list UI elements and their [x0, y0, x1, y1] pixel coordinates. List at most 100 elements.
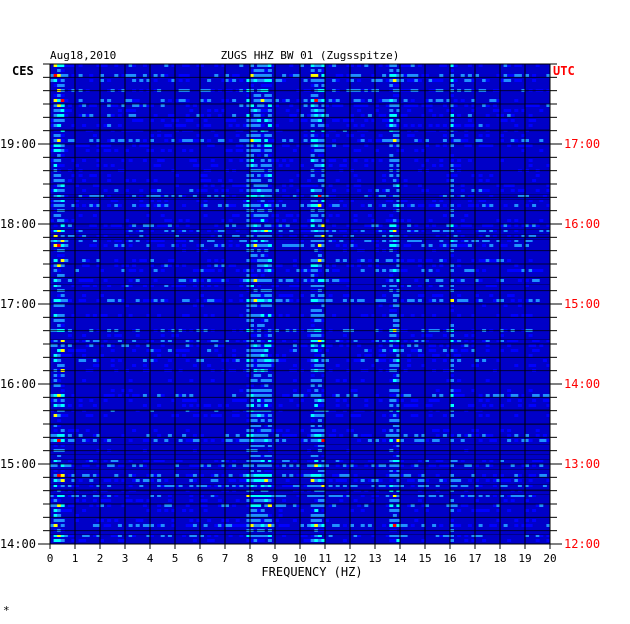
spectral-cell	[321, 214, 326, 217]
spectral-cell	[514, 349, 519, 352]
spectral-cell	[253, 389, 258, 392]
spectral-cell	[164, 364, 169, 367]
spectral-cell	[164, 484, 169, 487]
spectral-cell	[232, 349, 237, 352]
spectral-cell	[260, 199, 265, 202]
spectral-cell	[200, 484, 204, 487]
spectral-cell	[53, 319, 58, 322]
spectral-cell	[96, 204, 101, 207]
spectral-cell	[135, 139, 140, 142]
spectral-cell	[432, 114, 437, 117]
spectral-cell	[514, 109, 519, 112]
spectral-cell	[478, 509, 483, 512]
spectral-cell	[328, 99, 333, 102]
spectral-cell	[346, 124, 351, 127]
spectral-cell	[314, 134, 319, 137]
spectral-cell	[60, 139, 65, 142]
spectral-cell	[396, 349, 401, 352]
spectral-cell	[528, 344, 533, 347]
spectral-cell	[396, 269, 401, 272]
spectral-cell	[207, 464, 212, 467]
spectral-cell	[346, 339, 351, 342]
spectral-cell	[350, 464, 354, 467]
spectral-cell	[321, 244, 326, 247]
spectral-cell	[314, 399, 319, 402]
spectral-cell	[107, 284, 112, 287]
spectral-cell	[103, 414, 108, 417]
spectral-cell	[503, 244, 508, 247]
spectral-cell	[457, 339, 462, 342]
spectral-cell	[250, 64, 254, 67]
spectral-cell	[357, 79, 362, 82]
spectral-cell	[271, 314, 276, 317]
spectral-cell	[67, 439, 72, 442]
spectral-cell	[314, 184, 319, 187]
spectral-cell	[71, 174, 76, 177]
spectral-cell	[450, 464, 454, 467]
spectral-cell	[403, 394, 408, 397]
spectral-cell	[92, 364, 97, 367]
spectral-cell	[317, 339, 322, 342]
spectral-cell	[257, 344, 262, 347]
spectral-cell	[521, 109, 526, 112]
spectral-cell	[389, 164, 394, 167]
spectral-cell	[60, 509, 65, 512]
spectral-cell	[142, 204, 147, 207]
spectral-cell	[510, 74, 515, 77]
spectral-cell	[546, 524, 551, 527]
spectral-cell	[235, 399, 240, 402]
spectral-cell	[314, 454, 319, 457]
spectral-cell	[64, 64, 69, 67]
spectral-cell	[317, 414, 322, 417]
spectral-cell	[264, 219, 269, 222]
spectral-cell	[339, 479, 344, 482]
spectral-cell	[89, 204, 94, 207]
spectral-cell	[400, 459, 404, 462]
spectral-cell	[153, 189, 158, 192]
spectral-cell	[485, 144, 490, 147]
spectral-cell	[296, 144, 301, 147]
spectral-cell	[292, 194, 297, 197]
spectral-cell	[546, 204, 551, 207]
spectral-cell	[310, 284, 315, 287]
spectral-cell	[353, 149, 358, 152]
spectral-cell	[89, 114, 94, 117]
spectral-cell	[310, 69, 315, 72]
x-tick-label: 11	[318, 552, 331, 565]
spectral-cell	[317, 404, 322, 407]
spectral-cell	[317, 399, 322, 402]
spectral-cell	[396, 264, 401, 267]
spectral-cell	[210, 144, 215, 147]
spectral-cell	[317, 244, 322, 247]
spectral-cell	[50, 199, 54, 202]
spectral-cell	[75, 514, 79, 517]
spectral-cell	[239, 139, 244, 142]
spectral-cell	[285, 244, 290, 247]
spectral-cell	[542, 194, 547, 197]
spectral-cell	[217, 499, 222, 502]
spectral-cell	[392, 444, 397, 447]
spectral-cell	[257, 499, 262, 502]
spectral-cell	[371, 499, 376, 502]
spectral-cell	[89, 174, 94, 177]
spectral-cell	[139, 194, 144, 197]
spectral-cell	[275, 214, 279, 217]
spectral-cell	[407, 74, 412, 77]
spectral-cell	[139, 499, 144, 502]
spectral-cell	[257, 154, 262, 157]
spectral-cell	[246, 394, 251, 397]
spectral-cell	[67, 109, 72, 112]
spectral-cell	[228, 299, 233, 302]
spectral-cell	[146, 344, 151, 347]
spectral-cell	[489, 144, 494, 147]
spectral-cell	[250, 494, 254, 497]
spectral-cell	[250, 389, 254, 392]
spectral-cell	[285, 429, 290, 432]
spectral-cell	[275, 99, 279, 102]
spectral-cell	[496, 279, 501, 282]
spectral-cell	[221, 524, 226, 527]
spectral-cell	[53, 304, 58, 307]
spectral-cell	[160, 194, 165, 197]
spectral-cell	[346, 394, 351, 397]
spectral-cell	[264, 514, 269, 517]
